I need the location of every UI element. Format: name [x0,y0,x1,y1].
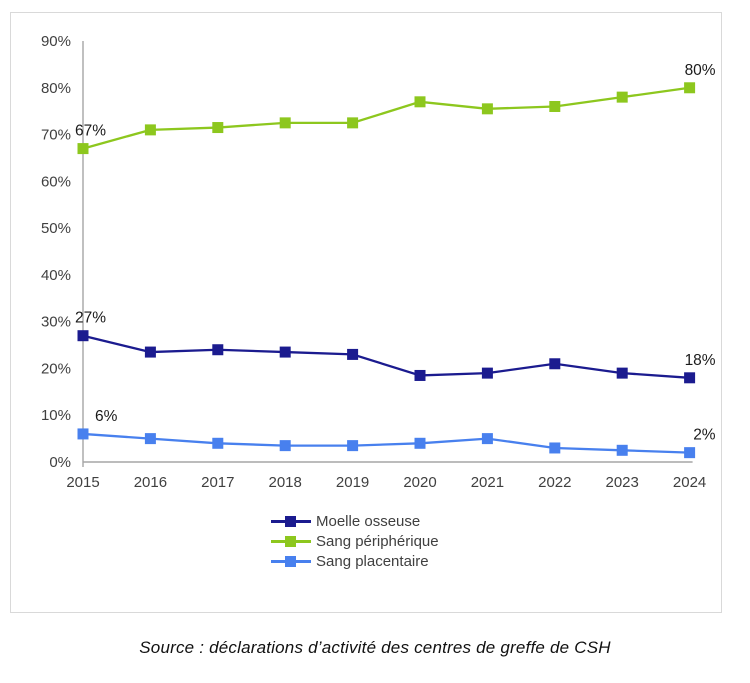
data-point-moelle-osseuse [549,358,561,370]
x-axis-tick-label: 2023 [606,474,639,491]
x-axis-tick-label: 2018 [269,474,302,491]
legend-label-sang-placentaire: Sang placentaire [316,553,429,570]
data-point-sang-p-riph-rique [616,91,628,103]
data-point-sang-placentaire [212,437,224,449]
y-axis-tick-label: 10% [41,407,71,424]
data-point-moelle-osseuse [77,330,89,342]
data-point-sang-p-riph-rique [347,117,359,129]
data-point-moelle-osseuse [347,348,359,360]
x-axis-tick-label: 2019 [336,474,369,491]
data-point-sang-p-riph-rique [684,82,696,94]
legend-item-sang-placentaire: Sang placentaire [271,553,461,570]
series-line-sang-p-riph-rique [82,86,690,150]
y-axis-tick-label: 70% [41,127,71,144]
data-point-sang-placentaire [549,442,561,454]
chart-container: 0% 10% 20% 30% 40% 50% 60% 70% 80% 90% 2015 2016 201… [10,12,722,613]
data-point-sang-p-riph-rique [144,124,156,136]
legend-item-moelle-osseuse: Moelle osseuse [271,513,461,530]
series-line-moelle-osseuse [82,334,690,379]
y-axis-tick-label: 90% [41,33,71,50]
x-axis-tick-label: 2015 [66,474,99,491]
data-point-sang-placentaire [684,447,696,459]
data-point-moelle-osseuse [144,346,156,358]
data-point-sang-placentaire [414,437,426,449]
data-label-first-moelle-osseuse: 27% [75,310,106,327]
legend-marker-sang-placentaire [271,556,311,567]
data-point-sang-placentaire [347,440,359,452]
x-axis-tick-label: 2024 [673,474,706,491]
data-label-first-sang-placentaire: 6% [95,408,118,425]
y-axis-tick-label: 20% [41,360,71,377]
legend-marker-moelle-osseuse [271,516,311,527]
y-axis-tick-label: 40% [41,267,71,284]
line-chart: 0% 10% 20% 30% 40% 50% 60% 70% 80% 90% 2015 2016 201… [41,33,716,491]
legend-item-sang-p-riph-rique: Sang périphérique [271,533,461,550]
data-point-sang-p-riph-rique [77,143,89,155]
legend-label-moelle-osseuse: Moelle osseuse [316,513,421,530]
data-label-last-sang-p-riph-rique: 80% [685,62,716,79]
data-label-last-moelle-osseuse: 18% [685,352,716,369]
x-axis-tick-label: 2017 [201,474,234,491]
data-point-sang-placentaire [616,444,628,456]
data-point-moelle-osseuse [684,372,696,384]
data-point-sang-placentaire [144,433,156,445]
x-axis-tick-label: 2016 [134,474,167,491]
data-label-first-sang-p-riph-rique: 67% [75,123,106,140]
data-label-last-sang-placentaire: 2% [693,427,716,444]
data-point-sang-p-riph-rique [414,96,426,108]
data-point-sang-p-riph-rique [549,100,561,112]
y-axis-tick-label: 30% [41,314,71,331]
y-axis-tick-label: 50% [41,220,71,237]
x-axis-tick-label: 2022 [538,474,571,491]
data-point-moelle-osseuse [481,367,493,379]
y-axis-tick-label: 60% [41,173,71,190]
chart-legend: Moelle osseuse Sang périphérique Sang plac… [11,513,721,570]
data-point-moelle-osseuse [212,344,224,356]
data-point-sang-placentaire [279,440,291,452]
series-line-sang-placentaire [82,432,690,454]
data-point-moelle-osseuse [616,367,628,379]
legend-marker-sang-p-riph-rique [271,536,311,547]
data-point-sang-placentaire [77,428,89,440]
y-axis-tick-label: 0% [49,454,71,471]
x-axis-tick-label: 2020 [403,474,436,491]
y-axis-tick-label: 80% [41,80,71,97]
data-point-moelle-osseuse [279,346,291,358]
source-note: Source : déclarations d’activité des cen… [139,638,611,657]
data-point-sang-p-riph-rique [212,122,224,134]
data-point-moelle-osseuse [414,369,426,381]
data-point-sang-p-riph-rique [481,103,493,115]
data-point-sang-p-riph-rique [279,117,291,129]
data-point-sang-placentaire [481,433,493,445]
x-axis-tick-label: 2021 [471,474,504,491]
legend-label-sang-p-riph-rique: Sang périphérique [316,533,439,550]
